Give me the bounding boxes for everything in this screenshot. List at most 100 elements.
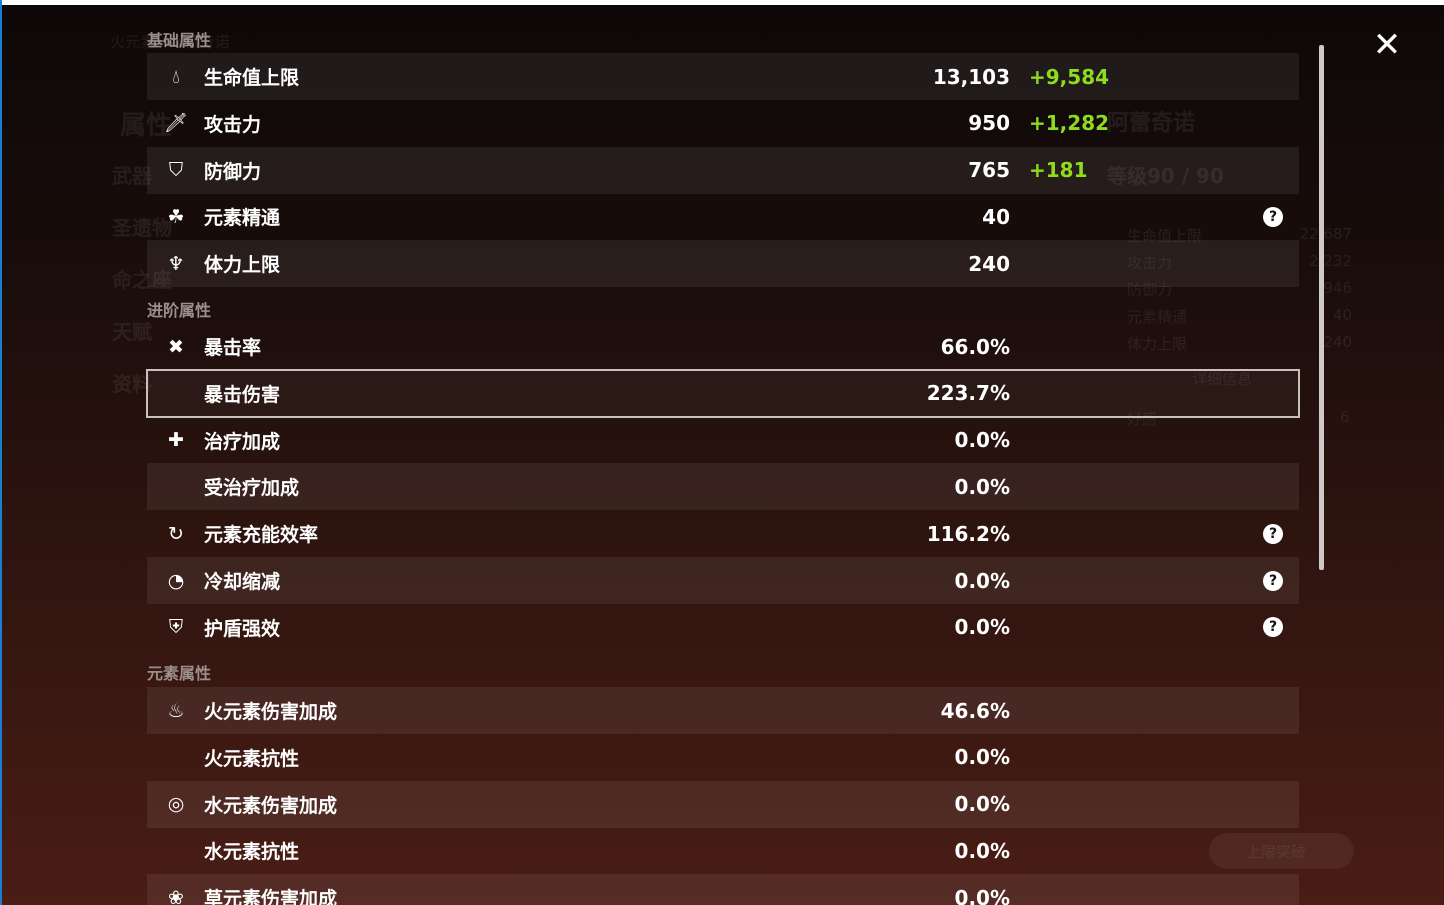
stamina-icon: ♆ <box>167 252 185 275</box>
energy-recharge-icon: ↻ <box>168 522 184 545</box>
friendship-value: 6 <box>1340 408 1350 426</box>
stat-label: 治疗加成 <box>204 430 281 453</box>
stat-label: 草元素伤害加成 <box>204 888 338 905</box>
ascend-button-label: 上限突破 <box>1246 843 1307 861</box>
summary-label: 防御力 <box>1127 281 1173 299</box>
dendro-icon: ❀ <box>168 886 184 905</box>
sword-icon: 🗡︎ <box>164 112 189 135</box>
scrollbar[interactable] <box>1319 45 1324 570</box>
stat-row[interactable]: ♨ 火元素伤害加成 46.6% <box>147 687 1299 734</box>
stat-value: 0.0% <box>954 792 1010 817</box>
stat-value: 0.0% <box>954 474 1010 499</box>
hydro-icon: ◎ <box>167 793 185 816</box>
stat-row[interactable]: 受治疗加成 0.0% <box>147 463 1299 511</box>
stat-value: 0.0% <box>954 615 1010 640</box>
help-icon[interactable]: ? <box>1263 523 1283 544</box>
stat-value: 950 <box>968 111 1010 136</box>
summary-label: 生命值上限 <box>1127 227 1203 245</box>
stat-label: 火元素抗性 <box>204 747 300 770</box>
stat-label: 火元素伤害加成 <box>204 701 338 723</box>
stat-label: 攻击力 <box>204 113 262 136</box>
summary-value: 946 <box>1323 279 1352 297</box>
stat-row[interactable]: ✚ 治疗加成 0.0% <box>147 417 1299 464</box>
stat-row[interactable]: ✖ 暴击率 66.0% <box>147 323 1299 370</box>
stat-label: 受治疗加成 <box>204 477 300 500</box>
stat-value: 13,103 <box>932 64 1010 89</box>
stat-label: 冷却缩减 <box>204 571 281 593</box>
stat-label: 水元素伤害加成 <box>204 794 338 817</box>
help-icon[interactable]: ? <box>1263 206 1283 227</box>
stat-label: 水元素抗性 <box>204 841 300 864</box>
stat-row[interactable]: ⛉ 防御力 765 +181 <box>147 146 1299 194</box>
stat-value: 765 <box>968 158 1010 183</box>
cooldown-icon: ◔ <box>167 569 185 592</box>
stat-row[interactable]: ☘ 元素精通 40? <box>147 193 1299 240</box>
summary-value: 2,232 <box>1309 252 1352 270</box>
element-path: 火元素 / 阿蕾奇诺 <box>110 33 230 51</box>
healing-cross-icon: ✚ <box>168 429 184 452</box>
summary-value: 40 <box>1332 306 1352 324</box>
friendship-label: 好感 <box>1127 410 1158 428</box>
section-title-base: 基础属性 <box>147 31 212 50</box>
section-title-advanced: 进阶属性 <box>147 301 212 320</box>
character-name: 阿蕾奇诺 <box>1107 111 1196 136</box>
stat-row[interactable]: ⛨ 护盾强效 0.0%? <box>147 604 1299 651</box>
menu-item[interactable]: 圣遗物 <box>112 216 172 240</box>
menu-item[interactable]: 属性 <box>120 111 173 141</box>
stat-value: 66.0% <box>940 334 1010 359</box>
details-button[interactable]: 详细信息 <box>1192 370 1253 388</box>
help-icon[interactable]: ? <box>1263 617 1283 638</box>
summary-label: 元素精通 <box>1127 308 1188 326</box>
menu-item[interactable]: 天赋 <box>112 320 152 344</box>
help-icon[interactable]: ? <box>1263 570 1283 591</box>
stat-value: 40 <box>982 204 1010 229</box>
stat-row[interactable]: ◎ 水元素伤害加成 0.0% <box>147 780 1299 828</box>
stat-value: 223.7% <box>926 381 1010 406</box>
stat-row[interactable]: 💧︎ 生命值上限 13,103 +9,584 <box>147 53 1299 100</box>
stat-label: 防御力 <box>204 160 262 183</box>
stat-value: 116.2% <box>926 521 1010 546</box>
stat-label: 暴击率 <box>204 337 262 359</box>
section-title-elemental: 元素属性 <box>147 664 212 683</box>
pyro-icon: ♨ <box>167 699 185 722</box>
stat-label: 暴击伤害 <box>204 383 281 406</box>
stat-value: 0.0% <box>954 428 1010 453</box>
stat-row[interactable]: 火元素抗性 0.0% <box>147 734 1299 781</box>
level: 等级90 / 90 <box>1107 164 1224 188</box>
stat-row[interactable]: 🗡︎ 攻击力 950 +1,282 <box>147 100 1299 147</box>
stat-value: 0.0% <box>954 568 1010 593</box>
stat-label: 生命值上限 <box>204 67 300 89</box>
stat-row[interactable]: 暴击伤害 223.7% <box>146 368 1300 418</box>
menu-item[interactable]: 命之座 <box>112 268 172 292</box>
stat-row[interactable]: 水元素抗性 0.0% <box>147 827 1299 874</box>
stat-value: 0.0% <box>954 838 1010 863</box>
stat-value: 240 <box>968 251 1010 276</box>
summary-label: 体力上限 <box>1127 335 1188 353</box>
stat-value: 46.6% <box>940 698 1010 723</box>
hp-drop-icon: 💧︎ <box>172 65 180 88</box>
crit-rate-icon: ✖ <box>168 335 184 358</box>
close-button[interactable]: ✕ <box>1369 27 1405 63</box>
menu-item[interactable]: 武器 <box>112 164 152 188</box>
stat-value: 0.0% <box>954 885 1010 905</box>
ascend-button[interactable] <box>1209 833 1354 869</box>
stat-row[interactable]: ↻ 元素充能效率 116.2%? <box>147 510 1299 557</box>
stat-row[interactable]: ♆ 体力上限 240 <box>147 240 1299 288</box>
elemental-mastery-icon: ☘ <box>167 205 185 228</box>
stat-row[interactable]: ❀ 草元素伤害加成 0.0% <box>147 874 1299 905</box>
summary-label: 攻击力 <box>1127 254 1173 272</box>
character-stats-screen: 火元素 / 阿蕾奇诺 属性武器圣遗物命之座天赋资料 阿蕾奇诺 等级90 / 90… <box>2 5 1444 905</box>
summary-value: 240 <box>1323 333 1352 351</box>
stat-row[interactable]: ◔ 冷却缩减 0.0%? <box>147 557 1299 604</box>
menu-item[interactable]: 资料 <box>112 372 152 396</box>
stat-label: 元素充能效率 <box>204 524 319 547</box>
close-icon: ✕ <box>1372 25 1402 65</box>
shield-strength-icon: ⛨ <box>168 616 184 639</box>
summary-value: 22,687 <box>1299 225 1353 243</box>
shield-icon: ⛉ <box>168 159 184 182</box>
stat-label: 体力上限 <box>204 254 281 277</box>
stat-value: 0.0% <box>954 745 1010 770</box>
stat-bonus: +181 <box>1029 158 1088 183</box>
stat-bonus: +9,584 <box>1029 64 1110 89</box>
stat-label: 护盾强效 <box>204 617 281 640</box>
